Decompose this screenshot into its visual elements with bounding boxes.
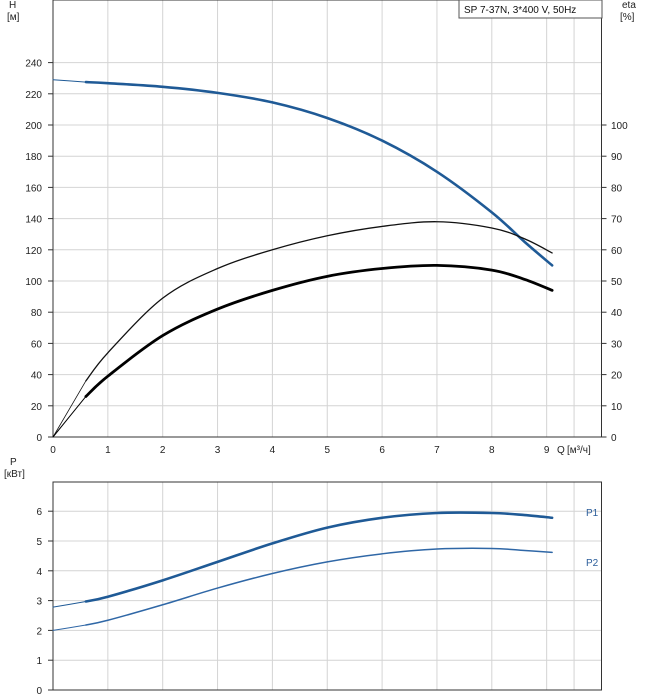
y-tick-label-power: 1 (36, 656, 42, 667)
y2-tick-label-eta: 70 (611, 215, 623, 226)
x-axis-unit-q: [м³/ч] (567, 445, 591, 456)
power-curve-p2 (85, 547, 553, 626)
y-tick-label-head: 20 (31, 402, 43, 413)
y2-axis-label-eta: eta (622, 0, 636, 11)
y2-tick-label-eta: 80 (611, 183, 623, 194)
gridlines (48, 0, 607, 691)
x-tick-label: 4 (270, 445, 276, 456)
y2-tick-label-eta: 0 (611, 433, 617, 444)
y-tick-label-power: 5 (36, 537, 42, 548)
y-tick-label-head: 220 (25, 90, 42, 101)
x-tick-label: 9 (544, 445, 550, 456)
x-tick-label: 0 (50, 445, 56, 456)
y-tick-label-power: 0 (36, 686, 42, 697)
y-tick-label-head: 0 (36, 433, 42, 444)
y2-axis-unit-eta: [%] (620, 12, 635, 23)
y-tick-label-head: 180 (25, 152, 42, 163)
y-axis-label-head: H (9, 0, 16, 11)
y-tick-label-head: 40 (31, 371, 43, 382)
efficiency-curve-thin (85, 221, 553, 382)
x-tick-label: 2 (160, 445, 166, 456)
x-tick-label: 7 (434, 445, 440, 456)
y-tick-label-head: 60 (31, 339, 43, 350)
y-tick-label-head: 140 (25, 215, 42, 226)
y-tick-label-power: 3 (36, 597, 42, 608)
y-tick-label-head: 240 (25, 59, 42, 70)
efficiency-curve-thick-extrapolated (52, 395, 87, 438)
y-axis-unit-power: [кВт] (4, 469, 25, 480)
x-tick-label: 3 (215, 445, 221, 456)
y2-tick-label-eta: 30 (611, 339, 623, 350)
y-tick-label-head: 80 (31, 308, 43, 319)
x-tick-label: 1 (105, 445, 111, 456)
x-tick-label: 6 (379, 445, 385, 456)
efficiency-curve-thick (84, 263, 554, 398)
y2-tick-label-eta: 100 (611, 121, 628, 132)
x-tick-label: 5 (324, 445, 330, 456)
power-curve-p1-extrapolated (52, 600, 87, 608)
efficiency-curve-thin-extrapolated (52, 380, 87, 438)
tick-labels: 0 1 2 3 4 5 6 7 8 9020406080100120140160180200220… (25, 59, 628, 697)
curves (52, 79, 554, 631)
plot-frames (52, 0, 602, 691)
y-tick-label-power: 2 (36, 626, 42, 637)
y-tick-label-power: 6 (36, 507, 42, 518)
y-tick-label-head: 120 (25, 246, 42, 257)
y2-tick-label-eta: 40 (611, 308, 623, 319)
y-axis-label-power: P (10, 457, 17, 468)
chart-title: SP 7-37N, 3*400 V, 50Hz (464, 5, 576, 16)
power-curve-p2-extrapolated (52, 624, 87, 631)
y-tick-label-head: 100 (25, 277, 42, 288)
x-axis-label-q: Q (557, 445, 565, 456)
power-curve-p1 (84, 511, 554, 603)
y2-tick-label-eta: 90 (611, 152, 623, 163)
power-plot-frame (52, 481, 602, 691)
head-plot-frame (52, 0, 602, 438)
y-tick-label-power: 4 (36, 567, 42, 578)
y2-tick-label-eta: 50 (611, 277, 623, 288)
series-label-p2: P2 (586, 558, 599, 569)
x-tick-label: 8 (489, 445, 495, 456)
y-axis-unit-head: [м] (7, 12, 20, 23)
head-curve (84, 80, 554, 267)
y2-tick-label-eta: 10 (611, 402, 623, 413)
y2-tick-label-eta: 20 (611, 371, 623, 382)
series-label-p1: P1 (586, 508, 599, 519)
y2-tick-label-eta: 60 (611, 246, 623, 257)
chart-title-box (458, 0, 603, 19)
y-tick-label-head: 160 (25, 183, 42, 194)
head-curve-extrapolated (52, 79, 87, 83)
y-tick-label-head: 200 (25, 121, 42, 132)
